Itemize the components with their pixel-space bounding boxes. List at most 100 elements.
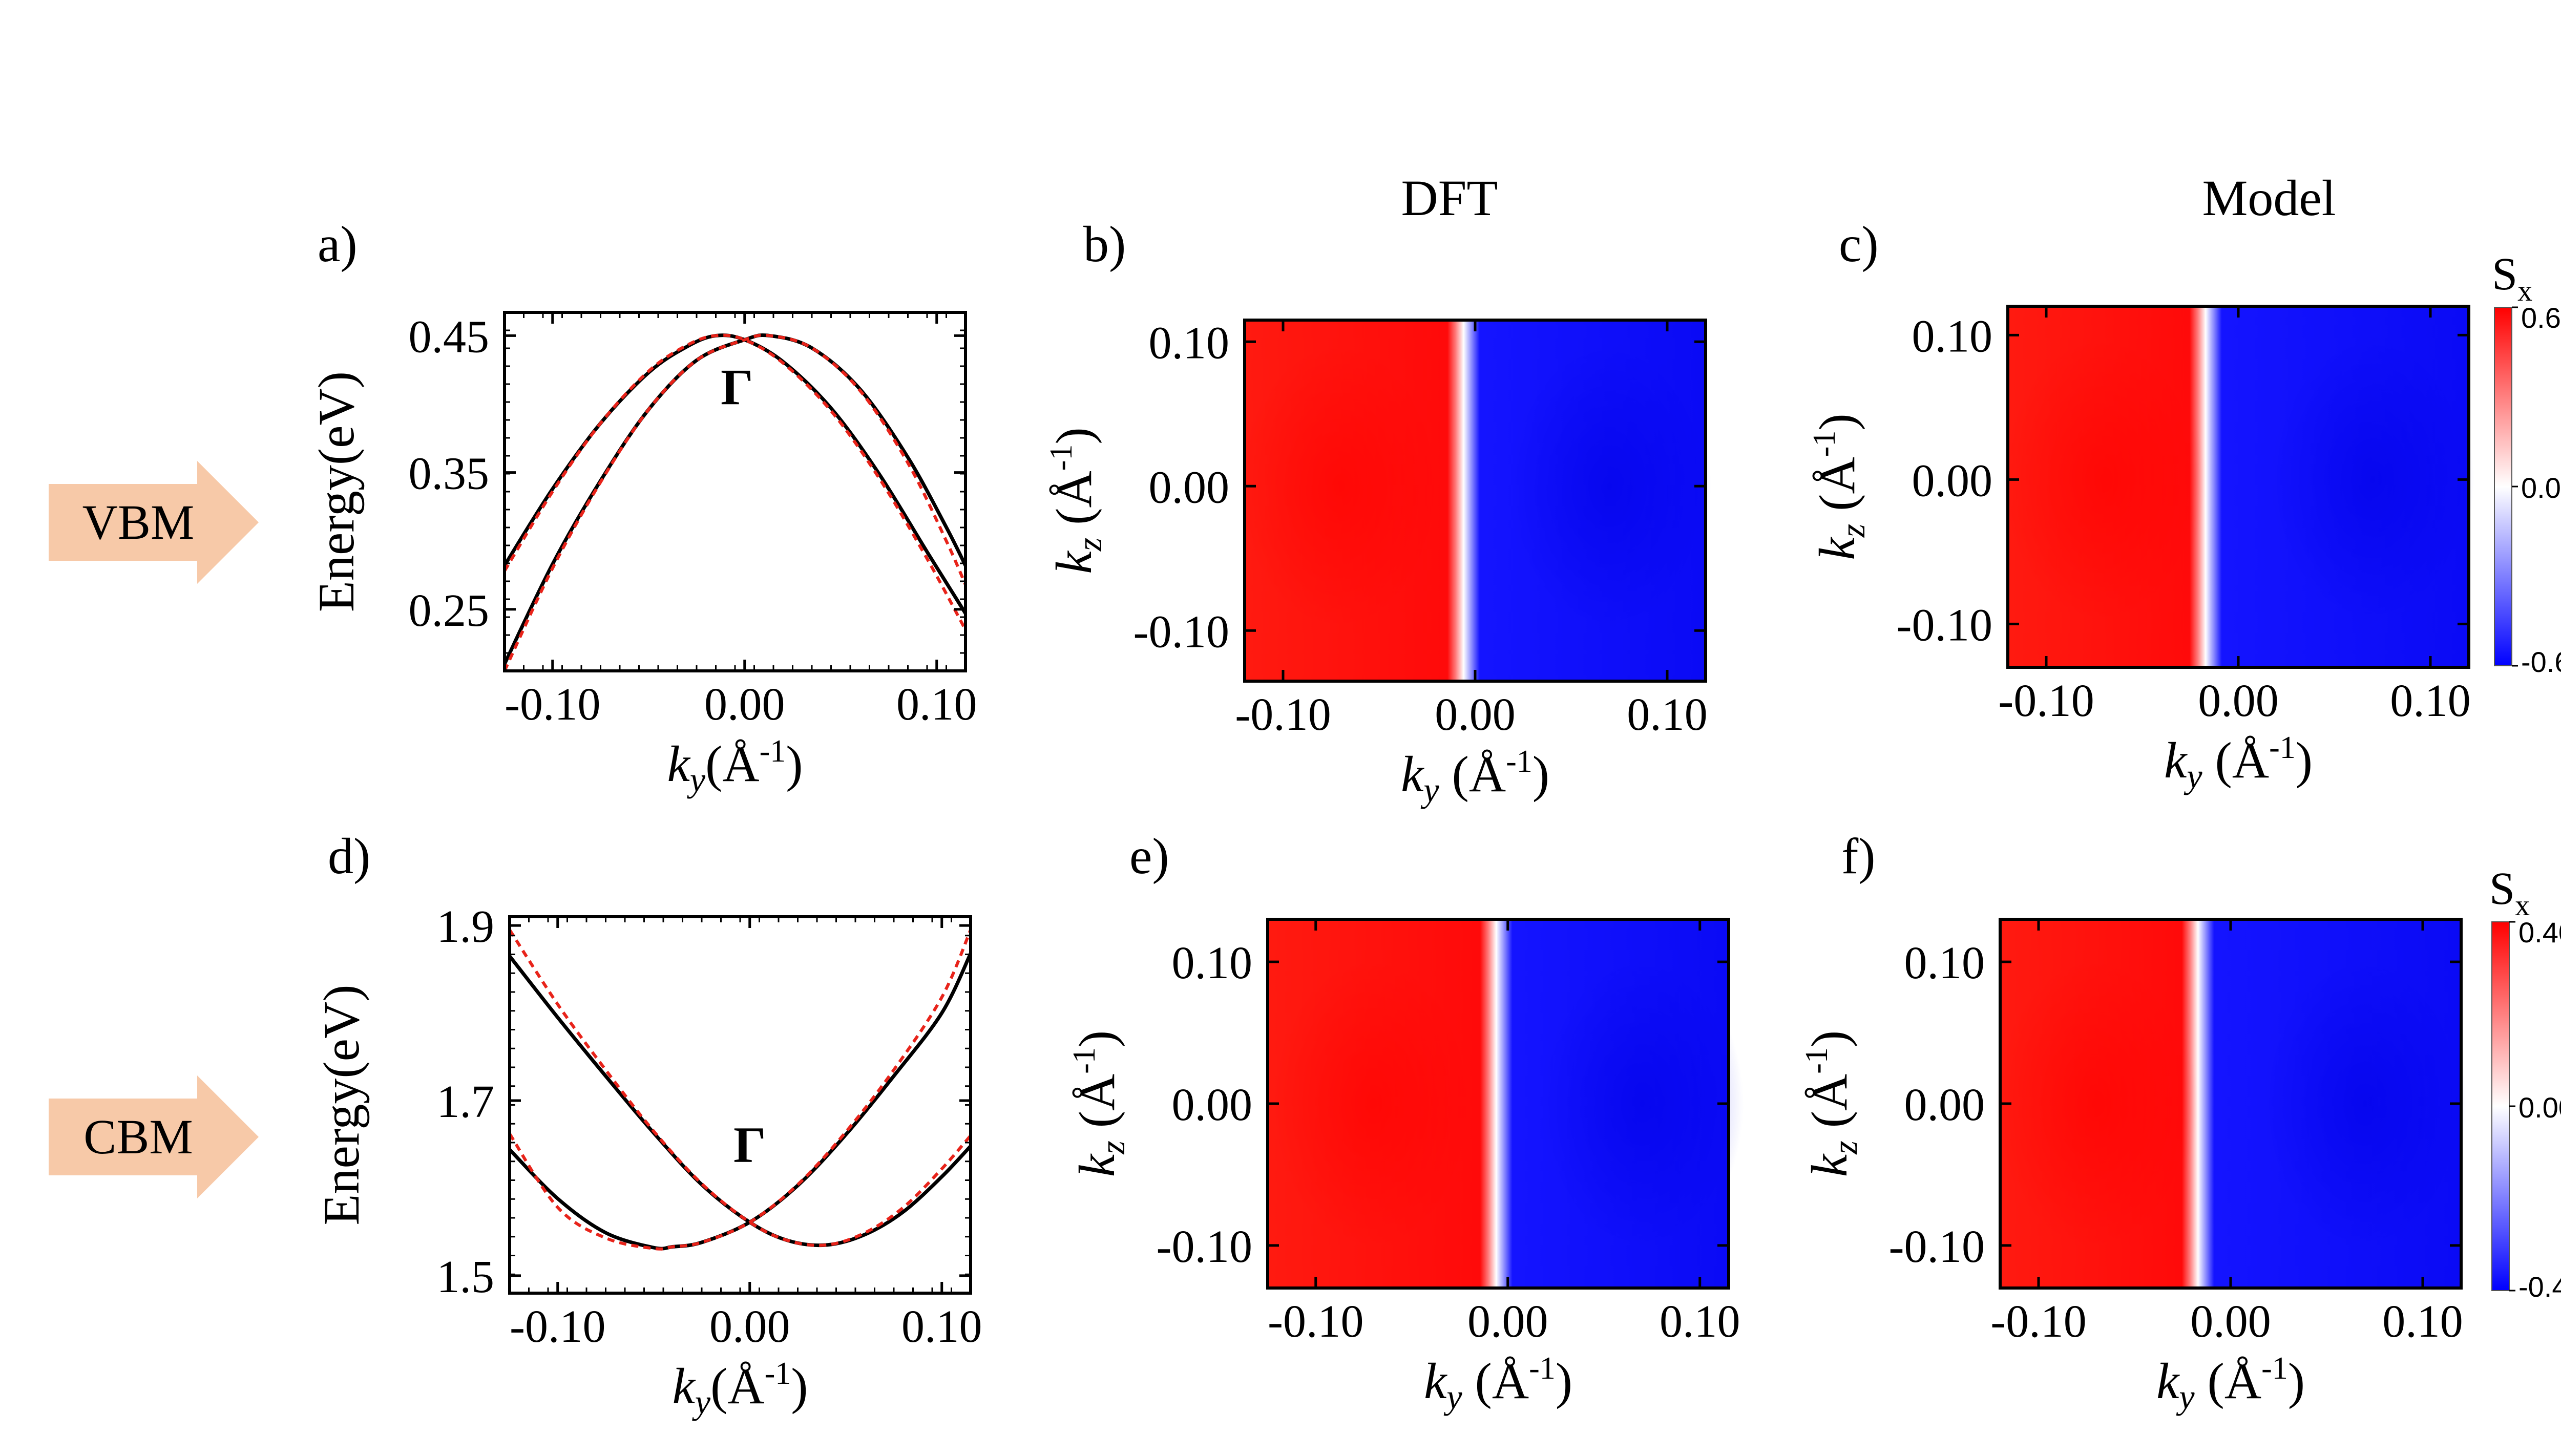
colorbar-tick-label: 0.00 bbox=[2518, 1091, 2561, 1124]
gamma-point-label: Γ bbox=[733, 1116, 766, 1173]
panel-label-a: a) bbox=[318, 216, 358, 272]
colorbar-gradient bbox=[2491, 921, 2510, 1291]
panel-d-band-structure: -0.10 0.00 0.10 1.5 1.7 1.9 Γd) ky(Å-1) Energy(e… bbox=[313, 828, 982, 1421]
x-tick-label: -0.10 bbox=[1268, 1296, 1363, 1347]
x-tick-label: 0.00 bbox=[2198, 676, 2279, 726]
dft-band-line-1 bbox=[510, 953, 971, 1251]
heatmap-max-region bbox=[1995, 956, 2198, 1251]
x-axis-label: ky (Å-1) bbox=[2156, 1351, 2305, 1416]
y-axis-label: kz (Å-1) bbox=[1067, 1030, 1132, 1177]
y-tick-label: 0.00 bbox=[1904, 1080, 1985, 1130]
heatmap-min-region bbox=[2263, 956, 2467, 1251]
y-tick-label: 1.7 bbox=[437, 1077, 495, 1127]
series-group bbox=[505, 333, 965, 671]
x-tick-label: 0.00 bbox=[704, 679, 785, 730]
y-axis-label: kz (Å-1) bbox=[1807, 413, 1872, 560]
x-tick-label: 0.10 bbox=[2390, 676, 2471, 726]
y-axis-label: Energy(eV) bbox=[313, 984, 370, 1225]
y-tick-label: 0.10 bbox=[1149, 318, 1230, 368]
colorbar-gradient bbox=[2494, 307, 2512, 666]
y-tick-label: -0.10 bbox=[1133, 606, 1229, 657]
panel-label-e: e) bbox=[1129, 828, 1169, 884]
colorbar-tick-label: 0.00 bbox=[2521, 472, 2561, 504]
panel-label-d: d) bbox=[328, 828, 370, 884]
column-header-dft: DFT bbox=[1401, 170, 1498, 226]
heatmap-min-region bbox=[2271, 335, 2474, 624]
column-header-model: Model bbox=[2202, 170, 2336, 226]
colorbar-tick-label: -0.40 bbox=[2518, 1271, 2561, 1303]
x-tick-label: 0.10 bbox=[901, 1301, 982, 1352]
series-group bbox=[510, 929, 971, 1251]
heatmap-max-region bbox=[2002, 335, 2206, 624]
y-tick-label: 0.10 bbox=[1912, 311, 1993, 362]
y-tick-label: 0.45 bbox=[409, 311, 490, 362]
heatmap-min-region bbox=[1508, 342, 1711, 631]
x-axis-label: ky (Å-1) bbox=[2164, 730, 2313, 795]
x-tick-label: 0.00 bbox=[1467, 1296, 1548, 1347]
plot-frame bbox=[503, 311, 967, 672]
colorbar-title: Sx bbox=[2492, 249, 2532, 307]
colorbar-tick-label: 0.66 bbox=[2521, 302, 2561, 334]
panels: -0.10 0.00 0.10 0.25 0.35 0.45 Γa) ky(Å-1) Energ… bbox=[308, 216, 2561, 1421]
x-tick-label: 0.10 bbox=[2382, 1296, 2463, 1347]
x-tick-label: 0.10 bbox=[896, 679, 977, 730]
x-tick-label: -0.10 bbox=[1998, 676, 2094, 726]
model-band-line-2 bbox=[505, 333, 965, 631]
heatmap-max-region bbox=[1239, 342, 1442, 631]
x-tick-label: -0.10 bbox=[505, 679, 600, 730]
panel-c-spin-texture: -0.10 0.00 0.10 -0.10 0.00 0.10 c) ky (Å-1) kz (… bbox=[1807, 216, 2561, 795]
row-label-cbm: CBM bbox=[83, 1109, 193, 1164]
y-tick-label: 0.10 bbox=[1172, 938, 1253, 988]
panel-e-spin-texture: -0.10 0.00 0.10 -0.10 0.00 0.10 e) ky (Å-1) kz (… bbox=[1067, 828, 1744, 1416]
x-tick-label: 0.00 bbox=[2190, 1296, 2271, 1347]
y-tick-label: 0.35 bbox=[409, 449, 490, 499]
panel-a-band-structure: -0.10 0.00 0.10 0.25 0.35 0.45 Γa) ky(Å-1) Energ… bbox=[308, 216, 977, 799]
panel-label-b: b) bbox=[1083, 216, 1126, 272]
y-tick-label: 0.00 bbox=[1912, 455, 1993, 506]
y-tick-label: 1.5 bbox=[437, 1252, 495, 1302]
colorbar-tick-label: 0.40 bbox=[2518, 916, 2561, 948]
panel-label-c: c) bbox=[1839, 216, 1879, 272]
colorbar-title: Sx bbox=[2489, 863, 2530, 922]
colorbar: Sx0.40 0.00 -0.40 bbox=[2489, 863, 2561, 1303]
y-axis-label: Energy(eV) bbox=[308, 371, 365, 612]
x-axis-label: ky (Å-1) bbox=[1401, 744, 1549, 809]
dft-band-line-0 bbox=[510, 955, 971, 1248]
x-axis-label: ky(Å-1) bbox=[667, 734, 803, 799]
y-axis-label: kz (Å-1) bbox=[1044, 427, 1109, 574]
plot-frame bbox=[1266, 918, 1730, 1290]
row-arrow-vbm: VBM bbox=[49, 461, 259, 584]
model-band-line-2 bbox=[510, 929, 971, 1247]
x-tick-label: -0.10 bbox=[510, 1301, 605, 1352]
x-tick-label: -0.10 bbox=[1235, 689, 1331, 740]
x-tick-label: 0.00 bbox=[1435, 689, 1516, 740]
x-axis-label: ky(Å-1) bbox=[672, 1356, 808, 1421]
heatmap-min-region bbox=[1541, 956, 1744, 1251]
y-tick-label: -0.10 bbox=[1897, 600, 1992, 650]
plot-frame bbox=[2006, 305, 2470, 669]
colorbar: Sx0.66 0.00 -0.66 bbox=[2492, 249, 2561, 678]
row-label-vbm: VBM bbox=[82, 495, 195, 550]
x-tick-label: -0.10 bbox=[1990, 1296, 2086, 1347]
y-tick-label: 0.00 bbox=[1172, 1080, 1253, 1130]
y-tick-label: -0.10 bbox=[1157, 1221, 1252, 1272]
y-tick-label: 0.10 bbox=[1904, 938, 1985, 988]
y-tick-label: -0.10 bbox=[1889, 1221, 1985, 1272]
x-tick-label: 0.10 bbox=[1627, 689, 1708, 740]
row-arrow-cbm: CBM bbox=[49, 1075, 259, 1198]
colorbar-tick-label: -0.66 bbox=[2521, 646, 2561, 678]
panel-label-f: f) bbox=[1841, 828, 1876, 884]
model-band-line-3 bbox=[505, 333, 965, 671]
gamma-point-label: Γ bbox=[721, 358, 753, 415]
heatmap-max-region bbox=[1272, 956, 1475, 1251]
plot-frame bbox=[508, 915, 972, 1295]
y-axis-label: kz (Å-1) bbox=[1799, 1030, 1864, 1177]
y-tick-label: 0.25 bbox=[409, 585, 490, 636]
x-tick-label: 0.10 bbox=[1660, 1296, 1740, 1347]
model-band-line-3 bbox=[510, 929, 971, 1251]
panel-f-spin-texture: -0.10 0.00 0.10 -0.10 0.00 0.10 f) ky (Å-1) kz (… bbox=[1799, 828, 2561, 1416]
x-axis-label: ky (Å-1) bbox=[1424, 1351, 1572, 1416]
panel-b-spin-texture: -0.10 0.00 0.10 -0.10 0.00 0.10 b) ky (Å-1) kz (… bbox=[1044, 216, 1711, 809]
plot-frame bbox=[1243, 319, 1707, 683]
